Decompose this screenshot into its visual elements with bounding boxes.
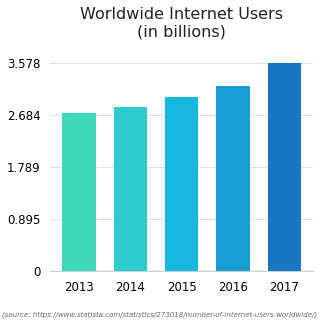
Bar	[165, 97, 198, 271]
Text: (source: https://www.statista.com/statistics/273018/number-of-internet-users-wor: (source: https://www.statista.com/statis…	[3, 312, 317, 318]
Bar	[62, 113, 96, 271]
Bar	[114, 107, 147, 271]
Bar	[216, 86, 250, 271]
Bar	[268, 63, 301, 271]
Title: Worldwide Internet Users
(in billions): Worldwide Internet Users (in billions)	[80, 7, 283, 39]
